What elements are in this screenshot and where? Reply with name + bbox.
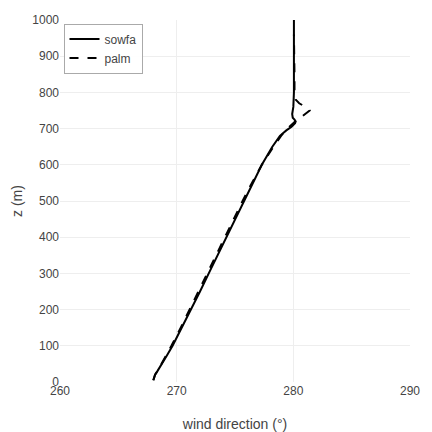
svg-text:900: 900: [39, 49, 59, 63]
svg-text:palm: palm: [105, 52, 131, 66]
svg-text:280: 280: [283, 384, 303, 398]
svg-text:0: 0: [52, 375, 59, 389]
svg-text:200: 200: [39, 303, 59, 317]
svg-text:300: 300: [39, 267, 59, 281]
svg-text:z (m): z (m): [9, 185, 25, 217]
svg-text:270: 270: [167, 384, 187, 398]
svg-text:700: 700: [39, 122, 59, 136]
svg-text:290: 290: [400, 384, 420, 398]
svg-text:1000: 1000: [32, 13, 59, 27]
svg-text:400: 400: [39, 230, 59, 244]
svg-text:800: 800: [39, 86, 59, 100]
svg-text:600: 600: [39, 158, 59, 172]
svg-text:100: 100: [39, 339, 59, 353]
svg-text:sowfa: sowfa: [105, 33, 137, 47]
svg-text:500: 500: [39, 194, 59, 208]
svg-text:260: 260: [50, 384, 70, 398]
svg-text:wind direction (°): wind direction (°): [182, 416, 287, 432]
